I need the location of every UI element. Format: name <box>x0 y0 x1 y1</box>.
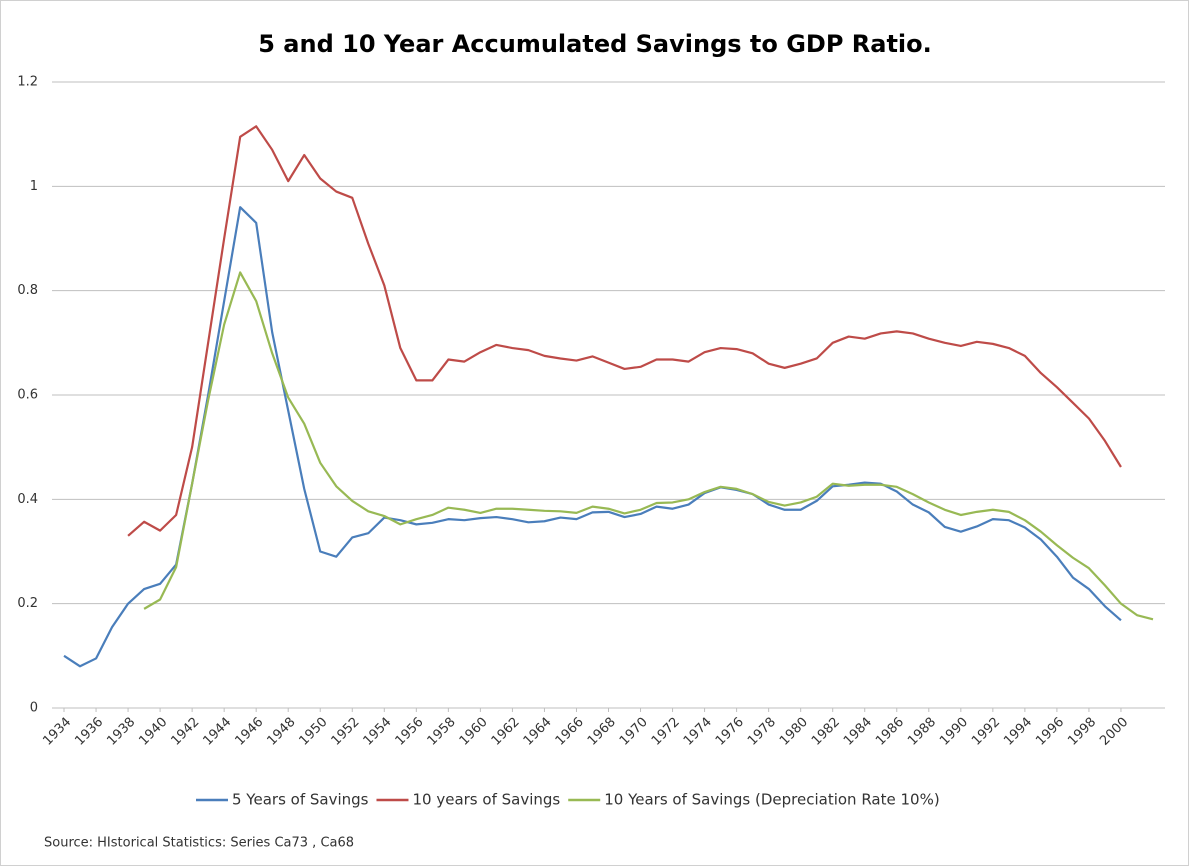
y-tick-label: 1.2 <box>17 75 38 90</box>
chart-title: 5 and 10 Year Accumulated Savings to GDP… <box>258 30 932 58</box>
legend-label: 10 Years of Savings (Depreciation Rate 1… <box>604 791 939 809</box>
y-tick-label: 1 <box>30 179 38 194</box>
series-line <box>143 271 1154 621</box>
series-line <box>127 125 1122 537</box>
legend-label: 5 Years of Savings <box>232 791 369 809</box>
series-line <box>63 206 1122 668</box>
legend-label: 10 years of Savings <box>412 791 560 809</box>
y-tick-label: 0.6 <box>17 388 38 403</box>
y-tick-label: 0 <box>30 701 38 716</box>
y-tick-label: 0.2 <box>17 596 38 611</box>
y-tick-label: 0.4 <box>17 492 38 507</box>
source-note: Source: HIstorical Statistics: Series Ca… <box>44 836 354 851</box>
y-tick-label: 0.8 <box>17 283 38 298</box>
